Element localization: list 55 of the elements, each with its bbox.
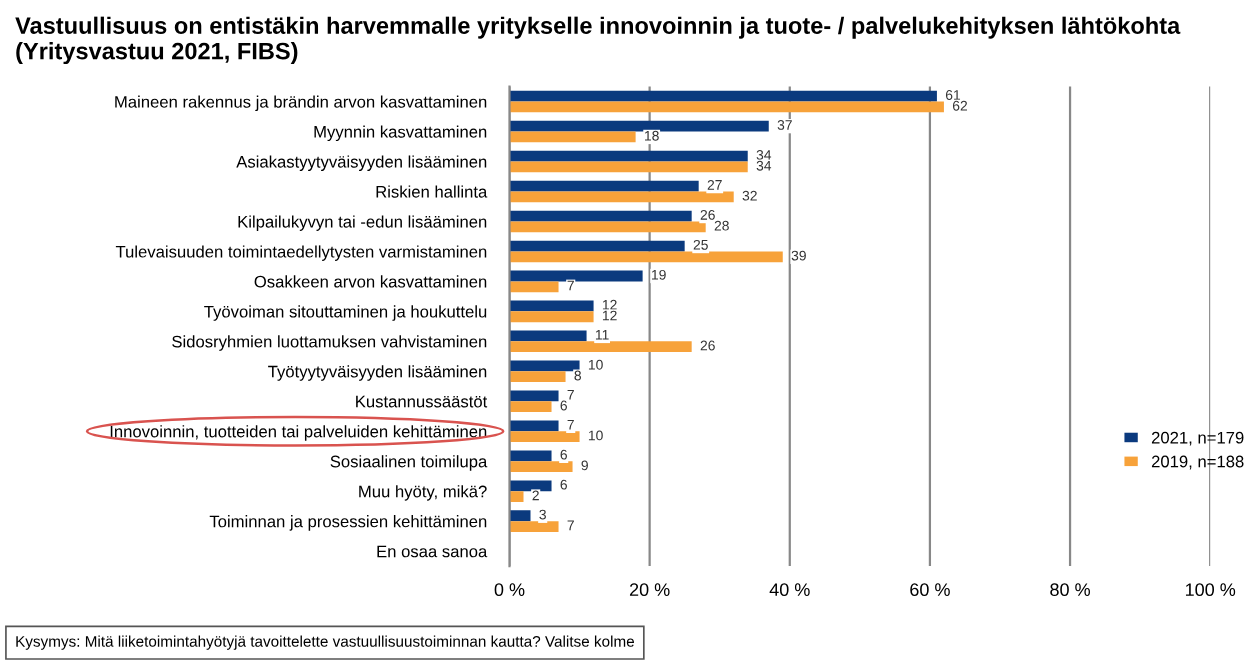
- x-tick-label: 0 %: [494, 583, 525, 597]
- legend-label: 2021, n=179: [1151, 431, 1244, 446]
- bar: [509, 450, 552, 462]
- chart-title: Vastuullisuus on entistäkin harvemmalle yritykselle innovoinnin ja tuote- / palvelukehityksen lähtökohta (Yritysvastuu 2021, FIBS): [15, 16, 1181, 65]
- y-tick-label: Sidosryhmien luottamuksen vahvistaminen: [172, 335, 487, 351]
- bar: [509, 120, 769, 132]
- bar: [509, 521, 559, 532]
- x-tick-label: 80 %: [1050, 583, 1090, 597]
- bar: [509, 210, 692, 222]
- y-tick-label: Tulevaisuuden toimintaedellytysten varmistaminen: [115, 245, 487, 261]
- bar: [509, 480, 552, 492]
- x-tick-label: 100 %: [1185, 583, 1236, 597]
- bar: [509, 251, 783, 263]
- bar: [509, 431, 580, 443]
- y-tick-label: Muu hyöty, mikä?: [359, 485, 487, 501]
- bar: [509, 311, 594, 323]
- bar: [509, 510, 531, 522]
- y-tick-label: Työtyytyväisyyden lisääminen: [268, 365, 487, 381]
- bar: [509, 90, 937, 102]
- y-tick-label: Sosiaalinen toimilupa: [330, 455, 488, 471]
- bar: [509, 461, 573, 472]
- x-tick-label: 40 %: [769, 583, 810, 597]
- y-tick-label: Maineen rakennus ja brändin arvon kasvattaminen: [115, 95, 487, 112]
- bar: [509, 401, 552, 413]
- bar: [509, 180, 699, 192]
- bar: [509, 491, 524, 502]
- bar: [509, 270, 643, 282]
- bar: [509, 371, 566, 383]
- bar: [509, 240, 685, 252]
- y-tick-label: Innovoinnin, tuotteiden tai palveluiden kehittäminen: [110, 425, 487, 441]
- bar: [509, 150, 748, 162]
- y-tick-label: Riskien hallinta: [376, 185, 488, 198]
- y-tick-label: Osakkeen arvon kasvattaminen: [254, 275, 487, 288]
- bar: [509, 221, 706, 233]
- bar: [509, 390, 559, 402]
- y-tick-label: Kilpailukyvyn tai -edun lisääminen: [238, 215, 487, 231]
- y-tick-label: Asiakastyytyväisyyden lisääminen: [236, 155, 487, 171]
- bar: [509, 131, 636, 143]
- bar: [509, 420, 559, 432]
- bar: [509, 281, 559, 293]
- bar: [509, 360, 580, 372]
- legend-label: 2019, n=188: [1151, 455, 1244, 470]
- x-tick-label: 20 %: [629, 583, 670, 597]
- x-tick-label: 60 %: [910, 583, 950, 597]
- bar: [509, 101, 944, 113]
- bar: [509, 161, 748, 173]
- y-tick-label: Kustannussäästöt: [356, 395, 488, 408]
- y-tick-label: Työvoiman sitouttaminen ja houkuttelu: [204, 305, 487, 321]
- y-tick-label: En osaa sanoa: [377, 545, 488, 558]
- y-tick-label: Toiminnan ja prosessien kehittäminen: [209, 515, 487, 531]
- bar: [509, 330, 587, 342]
- y-tick-label: Myynnin kasvattaminen: [314, 125, 487, 142]
- bar: [509, 300, 594, 312]
- bar: [509, 191, 734, 203]
- bar: [509, 341, 692, 353]
